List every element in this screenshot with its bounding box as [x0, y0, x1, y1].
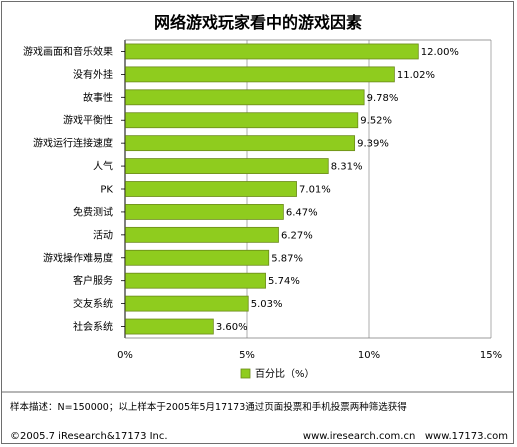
bar: [125, 181, 297, 197]
bar: [125, 135, 356, 152]
category-label: 故事性: [83, 91, 113, 104]
value-labels: 12.00% 11.02% 9.78% 9.52% 9.39% 8.31% 7.01% 6.4…: [216, 47, 459, 333]
category-label: 游戏运行连接速度: [33, 137, 113, 150]
bar: [125, 158, 329, 174]
value-label: 9.78%: [367, 93, 399, 104]
bar: [125, 318, 214, 335]
bar: [125, 226, 279, 243]
value-label: 6.27%: [281, 230, 313, 241]
category-label: 游戏画面和音乐效果: [23, 45, 113, 58]
bar: [125, 204, 284, 220]
category-label: 社会系统: [73, 320, 113, 333]
x-tick-label: 15%: [480, 350, 502, 361]
website-links: www.iresearch.com.cn www.17173.com: [303, 431, 508, 442]
legend-label: 百分比（%）: [255, 368, 315, 380]
value-label: 8.31%: [331, 162, 363, 173]
category-label: 人气: [93, 160, 113, 173]
value-label: 5.74%: [268, 276, 300, 287]
sample-note: 样本描述：N=150000；以上样本于2005年5月17173通过页面投票和手机…: [10, 401, 407, 413]
bar: [125, 43, 419, 60]
x-tick-label: 0%: [117, 350, 133, 361]
legend: 百分比（%）: [240, 368, 315, 380]
value-label: 3.60%: [216, 322, 248, 333]
copyright-text: ©2005.7 iResearch&17173 Inc.: [10, 431, 168, 442]
value-label: 7.01%: [299, 185, 331, 196]
category-label: 客户服务: [73, 274, 113, 287]
bar: [125, 249, 270, 266]
category-label: 没有外挂: [73, 68, 113, 81]
bar: [125, 112, 359, 129]
value-label: 11.02%: [397, 70, 435, 81]
category-label: 活动: [93, 229, 113, 241]
category-label: 游戏平衡性: [63, 114, 113, 127]
category-label: 交友系统: [73, 297, 113, 310]
value-label: 6.47%: [286, 207, 318, 218]
x-tick-label: 10%: [358, 350, 380, 361]
bar: [125, 295, 249, 312]
category-label: 游戏操作难易度: [43, 251, 113, 264]
value-label: 5.03%: [251, 299, 283, 310]
value-label: 5.87%: [271, 253, 303, 264]
bar: [125, 272, 266, 289]
value-label: 9.39%: [357, 139, 389, 150]
category-label: PK: [100, 185, 113, 196]
category-label: 免费测试: [73, 205, 113, 218]
bar: [125, 66, 395, 83]
chart-title: 网络游戏玩家看中的游戏因素: [154, 13, 362, 32]
value-label: 9.52%: [360, 116, 392, 127]
bars: [121, 43, 419, 335]
x-tick-label: 5%: [239, 350, 255, 361]
legend-swatch: [240, 368, 251, 379]
x-axis-ticks: 0% 5% 10% 15%: [117, 350, 502, 361]
value-label: 12.00%: [421, 47, 459, 58]
bar: [125, 89, 365, 106]
